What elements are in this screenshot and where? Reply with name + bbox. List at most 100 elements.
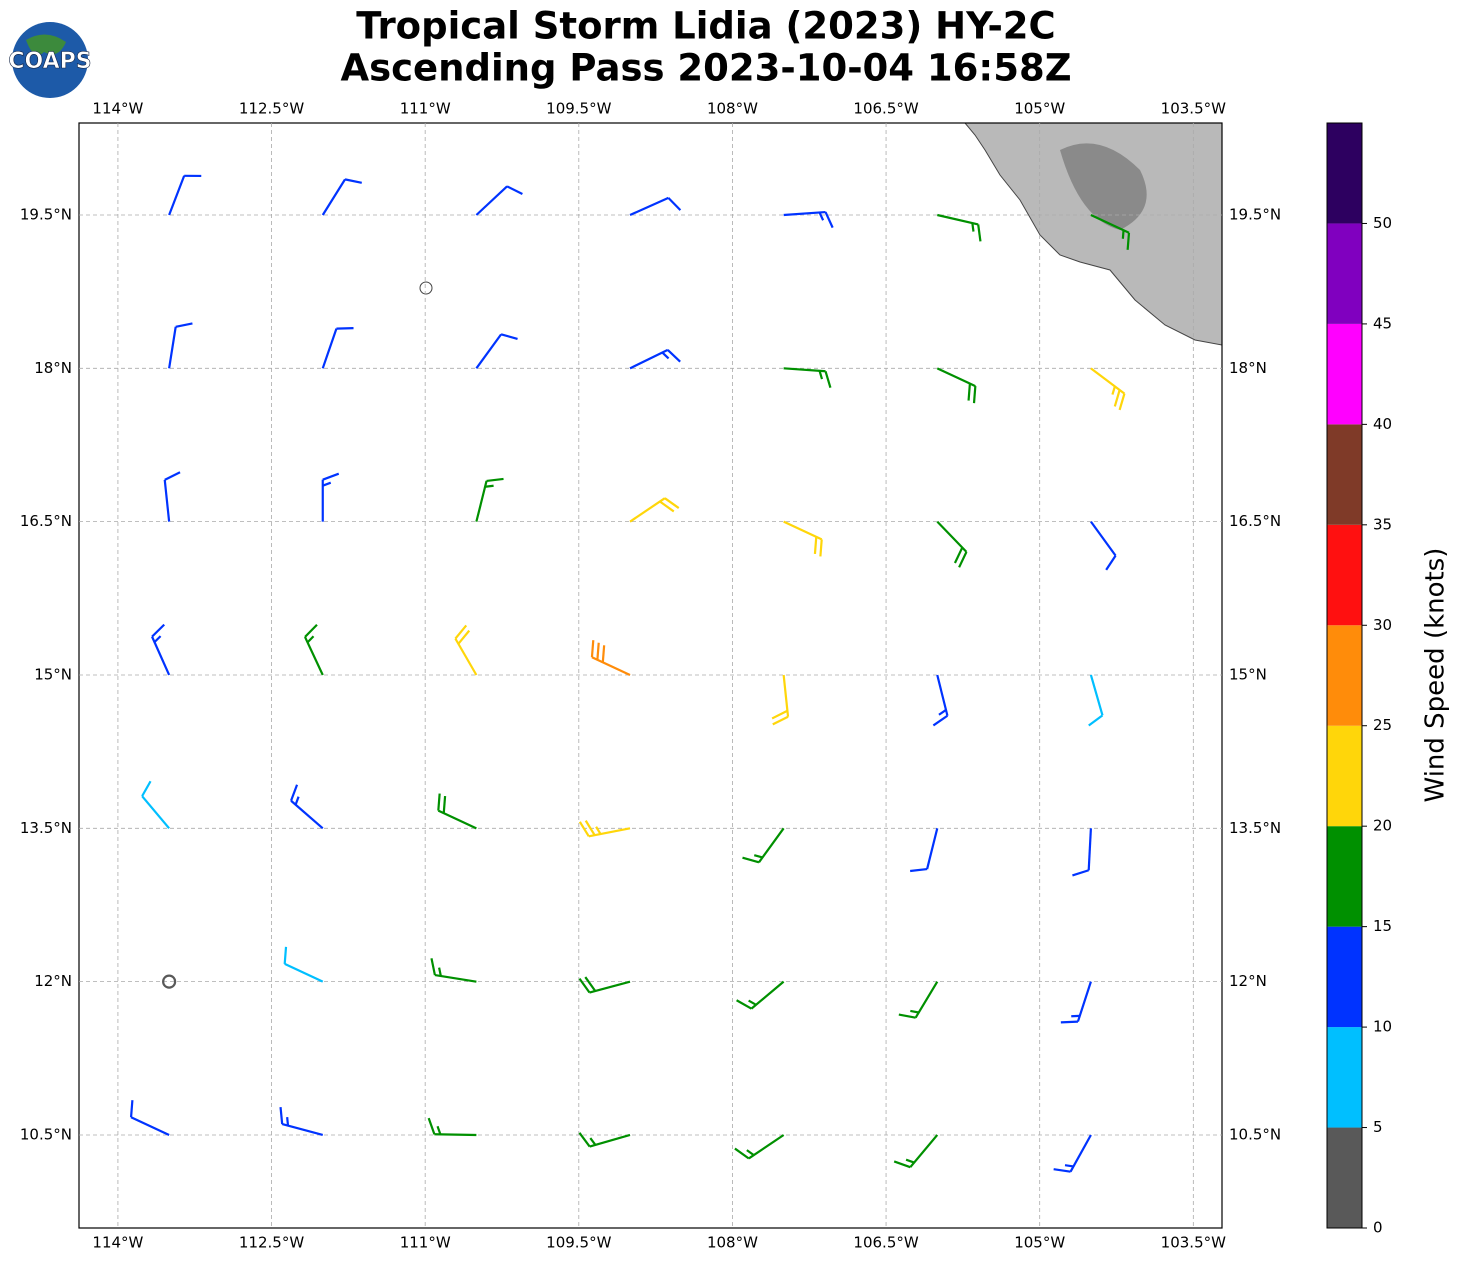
grid-layer — [79, 123, 1222, 1228]
y-tick-label: 19.5°N — [1229, 205, 1281, 223]
colorbar-label: Wind Speed (knots) — [1421, 548, 1451, 803]
colorbar-tick-label: 35 — [1373, 515, 1392, 533]
wind-barb — [578, 976, 631, 994]
x-tick-label: 114°W — [92, 1234, 143, 1252]
wind-barb — [783, 367, 832, 388]
colorbar-tick-label: 30 — [1373, 616, 1392, 634]
wind-barb — [629, 497, 680, 523]
logo-text: COAPS — [8, 49, 91, 74]
wind-barb — [290, 784, 324, 830]
wind-barb — [742, 827, 785, 864]
wind-barb — [1060, 981, 1092, 1024]
y-tick-label: 19.5°N — [20, 205, 72, 223]
wind-barb — [898, 981, 939, 1019]
wind-barb — [734, 1134, 785, 1160]
x-tick-label: 111°W — [400, 1234, 451, 1252]
wind-barb — [321, 178, 362, 216]
wind-barb — [321, 327, 354, 369]
colorbar-bin — [1327, 524, 1362, 626]
wind-barb — [590, 640, 631, 676]
colorbar-tick-label: 45 — [1373, 314, 1392, 332]
x-tick-label: 105°W — [1014, 1234, 1065, 1252]
y-tick-label: 15°N — [1229, 665, 1267, 683]
y-tick-label: 16.5°N — [20, 512, 72, 530]
x-tick-label: 103.5°W — [1161, 1234, 1226, 1252]
wind-barb — [578, 820, 631, 838]
colorbar-tick-label: 0 — [1373, 1219, 1383, 1237]
y-tick-label: 15°N — [34, 665, 72, 683]
x-tick-label: 103.5°W — [1161, 100, 1226, 118]
wind-barb — [475, 185, 523, 216]
wind-barb — [736, 980, 785, 1010]
wind-barb — [279, 1106, 324, 1137]
colorbar-tick-label: 10 — [1373, 1018, 1392, 1036]
wind-barb — [937, 213, 982, 242]
wind-barb — [141, 780, 170, 830]
wind-barb — [454, 624, 478, 676]
wind-barb — [475, 477, 504, 522]
x-tick-label: 114°W — [92, 100, 143, 118]
chart-title: Tropical Storm Lidia (2023) HY-2C — [356, 5, 1055, 48]
y-tick-label: 13.5°N — [1229, 819, 1281, 837]
wind-barb — [168, 174, 202, 216]
wind-barb — [1090, 214, 1131, 250]
colorbar-tick-label: 50 — [1373, 214, 1392, 232]
x-tick-label: 106.5°W — [853, 1234, 918, 1252]
x-tick-label: 109.5°W — [546, 100, 611, 118]
wind-barb — [1053, 1134, 1092, 1173]
wind-barb — [1090, 521, 1117, 571]
land-layer — [419, 123, 1222, 346]
x-tick-label: 106.5°W — [853, 100, 918, 118]
wind-barb — [1090, 367, 1126, 411]
colorbar-tick-label: 15 — [1373, 917, 1392, 935]
x-tick-label: 111°W — [400, 100, 451, 118]
wind-barb — [151, 623, 171, 676]
wind-barb — [163, 471, 181, 522]
y-tick-label: 12°N — [34, 972, 72, 990]
logo-land — [26, 34, 66, 56]
colorbar-tick-label: 5 — [1373, 1118, 1383, 1136]
wind-barb — [1072, 828, 1093, 877]
colorbar-frame — [1326, 122, 1363, 1229]
colorbar-bin — [1327, 123, 1362, 224]
colorbar-bin — [1327, 625, 1362, 726]
terrain — [1060, 143, 1147, 230]
wind-barb — [1088, 674, 1104, 727]
wind-barb — [783, 520, 823, 557]
land — [964, 123, 1222, 346]
wind-barb — [168, 322, 193, 369]
colorbar-bin — [1327, 1127, 1362, 1228]
wind-barb — [936, 520, 968, 568]
x-tick-label: 112.5°W — [239, 100, 304, 118]
wind-barb — [932, 674, 949, 727]
y-tick-label: 12°N — [1229, 972, 1267, 990]
y-tick-label: 16.5°N — [1229, 512, 1281, 530]
colorbar-bin — [1327, 926, 1362, 1028]
wind-barb — [475, 333, 518, 369]
y-tick-label: 13.5°N — [20, 819, 72, 837]
y-tick-label: 18°N — [1229, 359, 1267, 377]
wind-barb — [304, 623, 324, 676]
barb-layer — [129, 174, 1131, 1173]
colorbar-bin — [1327, 323, 1362, 425]
wind-barb — [129, 1100, 170, 1136]
wind-barb — [321, 472, 340, 522]
x-tick-label: 108°W — [707, 1234, 758, 1252]
colorbar-bin — [1327, 223, 1362, 324]
island — [419, 281, 433, 295]
wind-barb — [936, 367, 977, 404]
colorbar-bin — [1327, 826, 1362, 927]
wind-barb — [783, 210, 834, 229]
colorbar-bin — [1327, 725, 1362, 827]
wind-barb — [430, 958, 477, 983]
wind-barb — [629, 196, 682, 217]
colorbar-tick-label: 20 — [1373, 817, 1392, 835]
colorbar-tick-label: 25 — [1373, 716, 1392, 734]
wind-barb — [437, 793, 477, 830]
wind-barb — [162, 974, 177, 989]
x-tick-label: 112.5°W — [239, 1234, 304, 1252]
wind-barb — [893, 1134, 939, 1169]
wind-barb — [283, 946, 324, 983]
